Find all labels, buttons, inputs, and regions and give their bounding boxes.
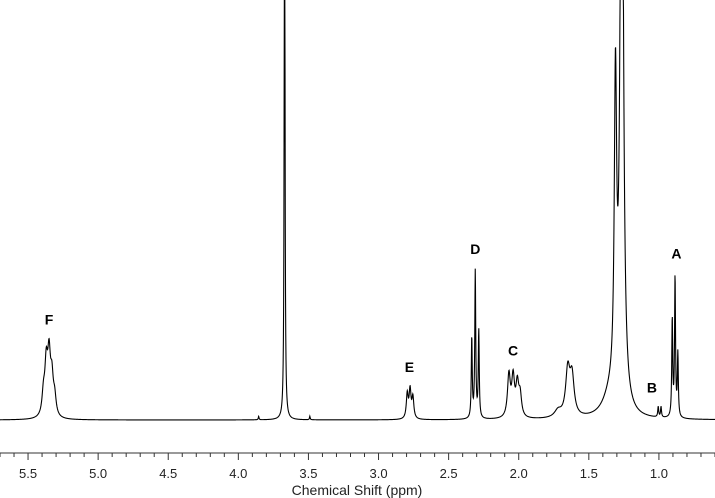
x-tick-label: 2.5	[440, 466, 458, 481]
x-tick-label: 2.0	[510, 466, 528, 481]
peak-label-d: D	[470, 241, 480, 257]
peak-label-a: A	[671, 245, 681, 261]
x-tick-label: 3.0	[369, 466, 387, 481]
x-tick-label: 1.0	[650, 466, 668, 481]
x-tick-label: 4.5	[159, 466, 177, 481]
peak-label-e: E	[405, 359, 414, 375]
peak-label-f: F	[45, 312, 54, 328]
x-tick-label: 4.0	[229, 466, 247, 481]
x-tick-label: 3.5	[299, 466, 317, 481]
x-tick-label: 1.5	[580, 466, 598, 481]
spectrum-trace	[0, 0, 715, 421]
x-tick-label: 5.0	[89, 466, 107, 481]
x-axis-title: Chemical Shift (ppm)	[292, 482, 423, 498]
peak-label-b: B	[647, 380, 657, 396]
x-tick-label: 5.5	[19, 466, 37, 481]
x-axis-ticks: 5.5 5.0 4.5 4.0 3.5 3.0 2.5 2.0 1.5 1.0	[0, 453, 715, 481]
peak-annotations: F E D C B A	[45, 241, 682, 395]
peak-label-c: C	[508, 343, 518, 359]
